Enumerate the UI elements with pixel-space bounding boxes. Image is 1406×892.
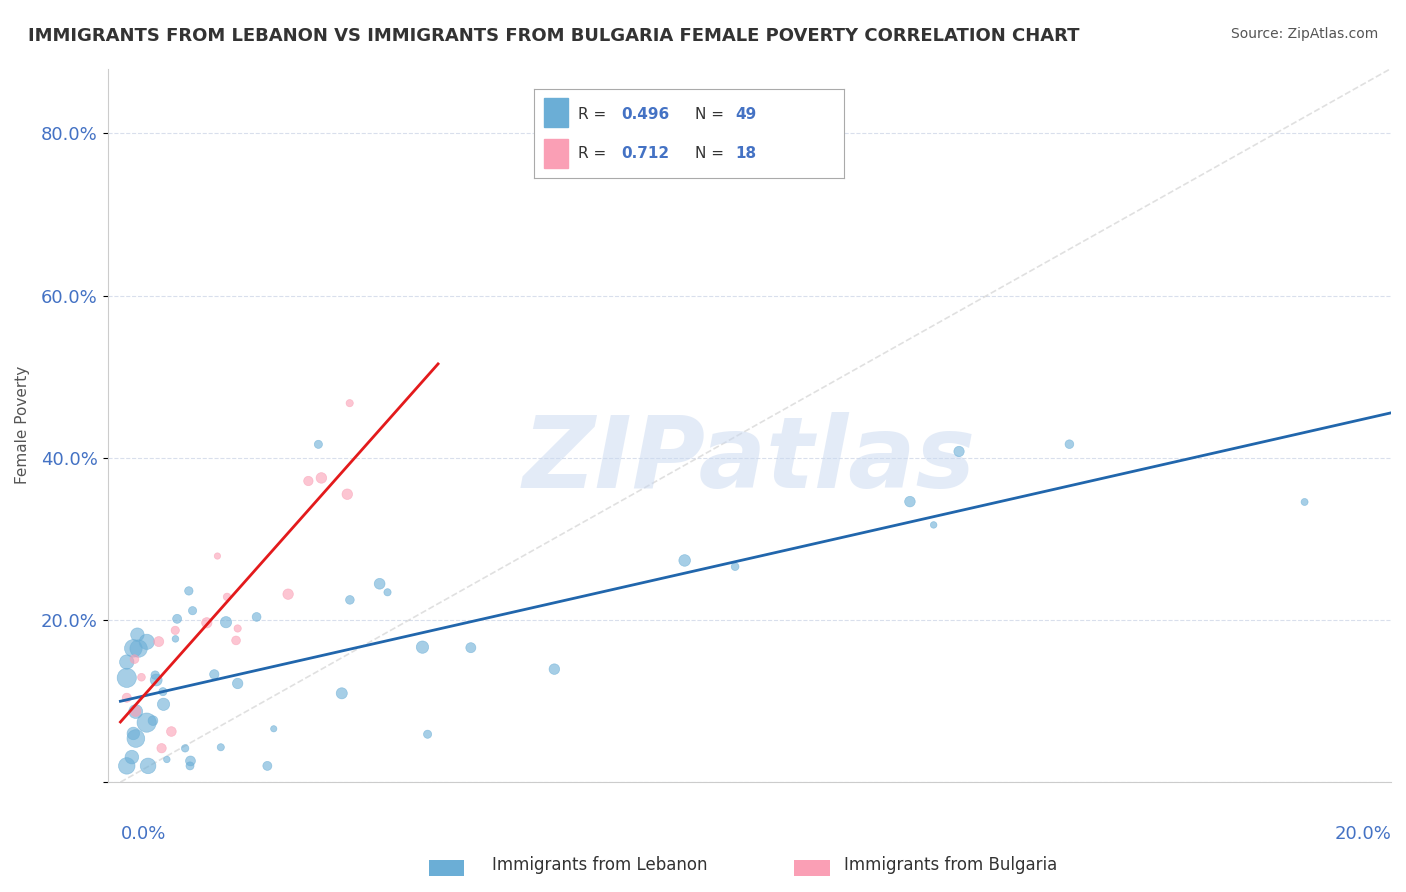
Point <box>121 750 143 764</box>
Point <box>226 622 249 636</box>
Text: Source: ZipAtlas.com: Source: ZipAtlas.com <box>1230 27 1378 41</box>
Point <box>377 585 399 599</box>
Point <box>131 670 153 684</box>
Point <box>226 676 249 690</box>
Point <box>339 396 361 410</box>
Point <box>411 640 433 654</box>
Point <box>127 627 149 641</box>
Point <box>124 652 146 666</box>
Point <box>215 615 238 630</box>
Point <box>128 641 150 656</box>
Point <box>165 624 187 638</box>
Bar <box>544 139 568 168</box>
Point <box>122 641 145 656</box>
Point <box>297 474 319 488</box>
Point <box>416 727 439 741</box>
Text: R =: R = <box>578 107 610 121</box>
Point <box>202 667 225 681</box>
Point <box>150 741 173 756</box>
Point <box>368 576 391 591</box>
Point <box>115 759 138 773</box>
Text: IMMIGRANTS FROM LEBANON VS IMMIGRANTS FROM BULGARIA FEMALE POVERTY CORRELATION C: IMMIGRANTS FROM LEBANON VS IMMIGRANTS FR… <box>28 27 1080 45</box>
Point <box>181 604 204 618</box>
Point <box>311 471 333 485</box>
Point <box>152 684 174 698</box>
Point <box>336 487 359 501</box>
Point <box>330 686 353 700</box>
Point <box>156 752 179 766</box>
Point <box>724 559 747 574</box>
Point <box>673 553 696 567</box>
Point <box>263 722 285 736</box>
Text: ZIPatlas: ZIPatlas <box>523 412 976 509</box>
Text: 49: 49 <box>735 107 756 121</box>
Point <box>174 741 197 756</box>
Point <box>136 759 159 773</box>
Point <box>142 714 165 728</box>
Text: R =: R = <box>578 146 610 161</box>
Text: 0.712: 0.712 <box>621 146 669 161</box>
Point <box>125 705 148 719</box>
Point <box>307 437 329 451</box>
Point <box>135 635 157 649</box>
Point <box>277 587 299 601</box>
Text: N =: N = <box>695 107 728 121</box>
Point <box>922 517 945 532</box>
Point <box>115 655 138 669</box>
Point <box>145 673 167 687</box>
Point <box>152 698 174 712</box>
Point <box>543 662 565 676</box>
Text: 18: 18 <box>735 146 756 161</box>
Point <box>179 754 201 768</box>
Point <box>460 640 482 655</box>
Point <box>225 633 247 648</box>
Point <box>124 704 146 718</box>
Bar <box>544 98 568 127</box>
Point <box>1059 437 1081 451</box>
Point <box>166 612 188 626</box>
Point <box>148 634 170 648</box>
Point <box>195 615 218 630</box>
Point <box>256 759 278 773</box>
Point <box>215 590 238 604</box>
Point <box>898 494 921 508</box>
Y-axis label: Female Poverty: Female Poverty <box>15 367 30 484</box>
Point <box>135 715 157 730</box>
Point <box>207 549 229 563</box>
Text: Immigrants from Lebanon: Immigrants from Lebanon <box>492 856 707 874</box>
Point <box>125 731 148 746</box>
Point <box>115 690 138 705</box>
Point <box>209 740 232 755</box>
Text: 0.0%: 0.0% <box>121 825 166 843</box>
Text: 0.496: 0.496 <box>621 107 669 121</box>
Point <box>1294 495 1316 509</box>
Point <box>246 610 269 624</box>
Point <box>115 671 138 685</box>
Text: N =: N = <box>695 146 728 161</box>
Point <box>143 668 166 682</box>
Point <box>160 724 183 739</box>
Point <box>948 444 970 458</box>
Text: Immigrants from Bulgaria: Immigrants from Bulgaria <box>844 856 1057 874</box>
Point <box>122 726 145 740</box>
Text: 20.0%: 20.0% <box>1334 825 1391 843</box>
Point <box>339 593 361 607</box>
Point <box>165 632 187 646</box>
Point <box>179 759 201 773</box>
Point <box>177 583 200 598</box>
